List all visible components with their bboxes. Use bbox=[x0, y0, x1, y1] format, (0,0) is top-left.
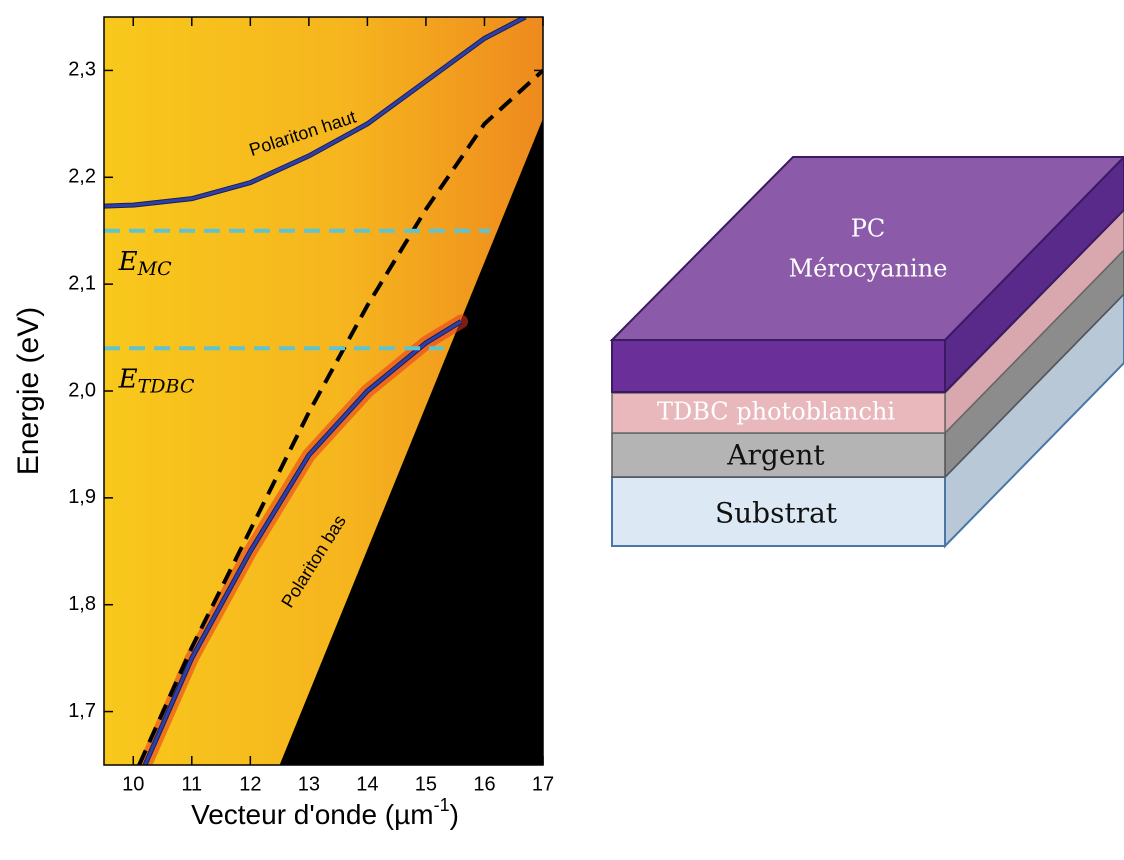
dashed-line bbox=[137, 68, 543, 765]
layer-label: Mérocyanine bbox=[789, 255, 948, 283]
x-axis-label-text: Vecteur d'onde (µm bbox=[191, 799, 434, 830]
y-tick-label: 1,8 bbox=[68, 593, 96, 615]
x-tick-label: 10 bbox=[122, 773, 144, 795]
energy-label-main: E bbox=[118, 247, 138, 277]
axes: 10 11 12 13 14 15 16 17 1,7 1,8 1,9 2,0 2,1 2,2 2,3 bbox=[68, 17, 554, 795]
layer-label: Substrat bbox=[715, 497, 838, 530]
pc-front bbox=[611, 339, 946, 393]
energy-label: EMC bbox=[118, 247, 172, 280]
plot-area bbox=[104, 17, 543, 765]
energy-label-sub: MC bbox=[137, 258, 172, 280]
energy-label-main: E bbox=[118, 364, 138, 394]
y-tick-label: 1,9 bbox=[68, 486, 96, 508]
y-axis-label: Energie (eV) bbox=[12, 307, 45, 475]
x-tick-label: 15 bbox=[415, 773, 437, 795]
y-tick-label: 1,7 bbox=[68, 700, 96, 722]
polariton-curve bbox=[143, 320, 462, 765]
layer-label: TDBC photoblanchi bbox=[657, 398, 895, 426]
y-tick-label: 2,1 bbox=[68, 272, 96, 294]
x-tick-label: 17 bbox=[532, 773, 554, 795]
light-cone-region bbox=[279, 118, 543, 765]
y-tick-label: 2,0 bbox=[68, 379, 96, 401]
energy-label-sub: TDBC bbox=[138, 375, 195, 397]
x-axis-label-sup: -1 bbox=[434, 795, 450, 815]
layer-label: PC bbox=[851, 215, 886, 243]
x-tick-label: 12 bbox=[239, 773, 261, 795]
substrate-front bbox=[611, 476, 946, 547]
x-tick-label: 16 bbox=[473, 773, 495, 795]
polariton-curve bbox=[104, 17, 527, 208]
x-axis-label: Vecteur d'onde (µm-1) bbox=[191, 795, 459, 831]
layer-label: Argent bbox=[726, 439, 825, 472]
x-tick-label: 14 bbox=[356, 773, 378, 795]
x-tick-label: 13 bbox=[298, 773, 320, 795]
x-axis-label-tail: ) bbox=[450, 799, 459, 830]
y-tick-label: 2,2 bbox=[68, 166, 96, 188]
y-tick-label: 2,3 bbox=[68, 59, 96, 81]
x-tick-label: 11 bbox=[181, 773, 202, 795]
tdbc-front bbox=[611, 392, 946, 434]
layer-diagram: PC Mérocyanine TDBC photoblanchi Argent … bbox=[609, 155, 1124, 549]
energy-label: ETDBC bbox=[118, 364, 195, 397]
